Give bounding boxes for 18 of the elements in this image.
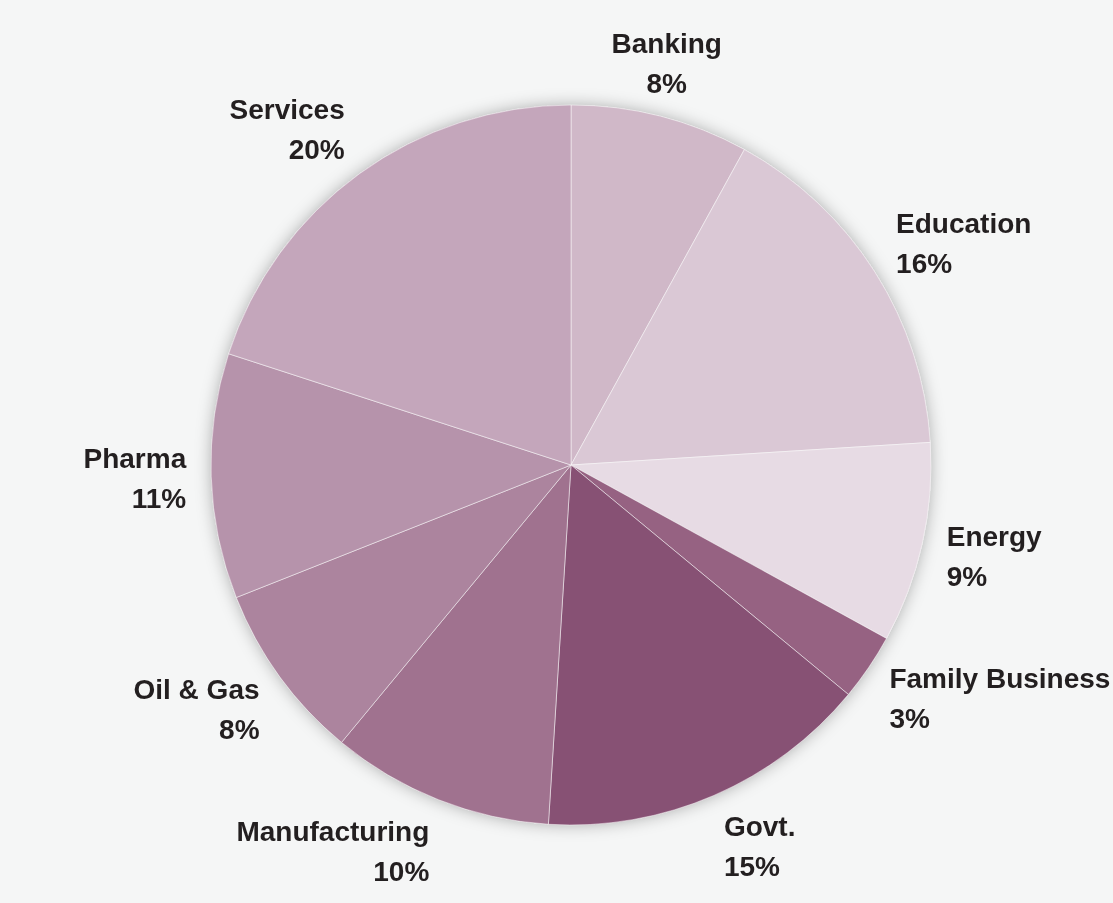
slice-label: Family Business bbox=[889, 663, 1111, 695]
slice-label: Services bbox=[229, 94, 345, 126]
slice-label: Pharma bbox=[83, 443, 187, 475]
data-label: 9% bbox=[946, 560, 988, 592]
data-label: 3% bbox=[889, 703, 930, 735]
data-label: 8% bbox=[646, 68, 688, 100]
slice-label: Education bbox=[896, 207, 1032, 239]
data-label: 15% bbox=[723, 850, 781, 882]
slice-label: Govt. bbox=[723, 810, 796, 842]
data-label: 10% bbox=[373, 855, 430, 887]
slice-label: Oil & Gas bbox=[133, 673, 260, 705]
data-label: 20% bbox=[288, 134, 345, 166]
slice-label: Banking bbox=[611, 28, 722, 60]
slice-label: Manufacturing bbox=[236, 815, 430, 847]
data-label: 11% bbox=[131, 483, 187, 515]
slice-label: Energy bbox=[946, 520, 1043, 552]
data-label: 8% bbox=[219, 713, 260, 745]
data-label: 16% bbox=[896, 247, 953, 279]
